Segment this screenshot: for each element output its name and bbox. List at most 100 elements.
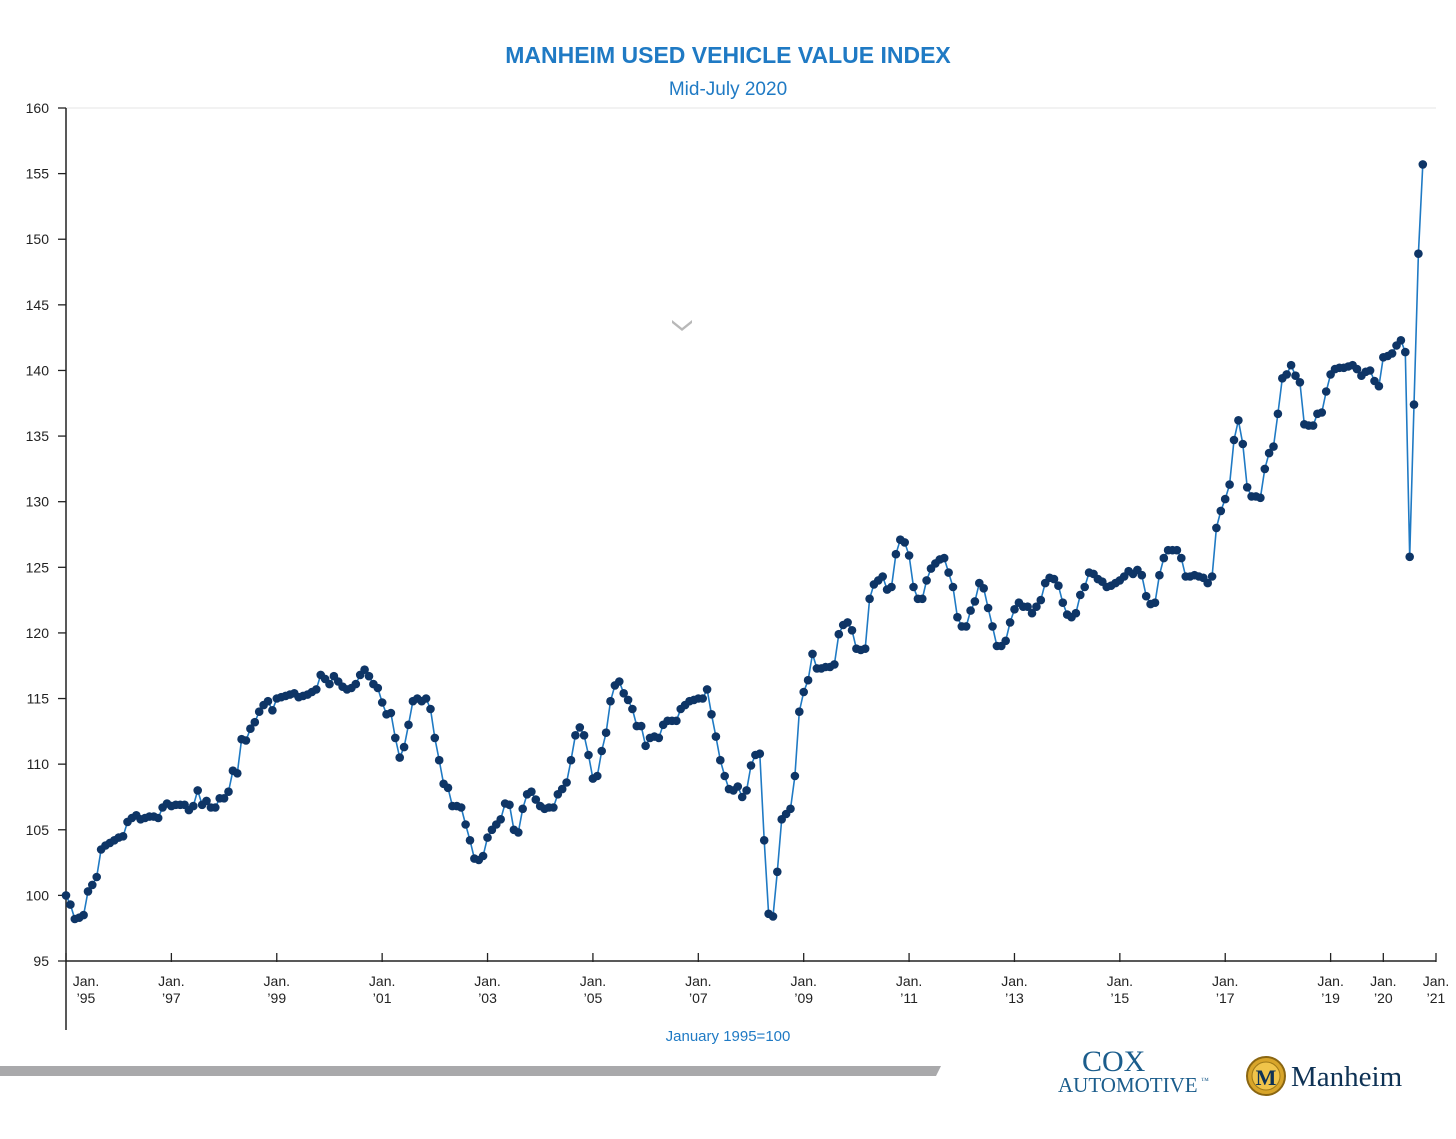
data-point (1418, 160, 1428, 169)
y-tick-label: 110 (27, 756, 50, 772)
data-point (1264, 448, 1274, 458)
cox-logo-subtext: AUTOMOTIVE (1058, 1073, 1198, 1097)
data-point (891, 549, 901, 559)
data-point (1027, 608, 1037, 618)
data-point (1352, 364, 1362, 374)
x-tick-label-year: ’17 (1216, 990, 1235, 1006)
data-point (904, 551, 914, 560)
data-point (557, 784, 567, 794)
x-tick-label-year: ’95 (77, 990, 96, 1006)
data-point (1159, 553, 1169, 563)
data-point (1242, 483, 1252, 492)
data-point (843, 618, 852, 627)
data-point (1172, 545, 1182, 555)
data-point (970, 597, 980, 606)
data-point (799, 687, 808, 697)
y-tick-label: 100 (26, 887, 50, 903)
data-point (654, 733, 664, 743)
cox-logo-tm: ™ (1201, 1076, 1209, 1085)
data-point (988, 622, 997, 631)
data-point (803, 675, 813, 685)
data-point (92, 872, 101, 882)
base-note: January 1995=100 (666, 1028, 791, 1045)
data-point (1269, 442, 1278, 451)
data-point (1256, 493, 1265, 503)
data-point (790, 771, 800, 781)
y-tick-label: 125 (26, 559, 50, 575)
x-tick-label-year: ’21 (1427, 990, 1446, 1006)
x-tick-label-year: ’11 (900, 990, 918, 1006)
data-point (847, 626, 857, 635)
data-point (1036, 595, 1046, 605)
data-point (702, 685, 712, 694)
y-tick-label: 130 (26, 494, 50, 510)
data-point (615, 677, 624, 686)
data-point (1295, 378, 1305, 387)
data-point (1155, 570, 1164, 580)
data-point (808, 649, 817, 659)
data-point (456, 803, 466, 812)
data-point (944, 568, 953, 577)
data-point (373, 683, 383, 693)
data-point (514, 828, 523, 837)
y-tick-label: 150 (26, 231, 50, 247)
x-tick-label-month: Jan. (73, 973, 99, 989)
data-point (786, 804, 795, 814)
data-point (246, 724, 255, 733)
data-point (404, 720, 413, 730)
data-point (720, 771, 729, 781)
data-point (153, 813, 163, 823)
data-point (601, 728, 611, 737)
data-point (496, 815, 506, 824)
data-point (860, 644, 870, 653)
data-point (386, 708, 396, 718)
data-point (465, 836, 475, 845)
y-axis-ticks: 95 100 105 110 115 120 125 130 135 140 145 150 155 16… (26, 100, 66, 969)
data-point (636, 721, 646, 731)
data-point (672, 716, 681, 726)
data-point (118, 832, 128, 841)
data-point (584, 750, 593, 760)
data-point (1405, 552, 1414, 562)
data-point (1023, 602, 1032, 611)
data-point (773, 867, 782, 877)
data-point (1414, 249, 1423, 258)
data-point (1229, 435, 1239, 445)
data-point (918, 594, 927, 604)
data-point (1409, 400, 1419, 409)
data-point (1317, 408, 1327, 417)
data-point (1005, 618, 1015, 627)
data-point (1220, 494, 1230, 504)
data-point (483, 833, 492, 842)
x-tick-label-year: ’09 (794, 990, 813, 1006)
data-point (1076, 590, 1085, 600)
data-point (1216, 506, 1226, 516)
y-tick-label: 135 (26, 428, 50, 444)
data-point (1308, 421, 1318, 430)
x-tick-label-month: Jan. (1212, 973, 1238, 989)
x-tick-label-month: Jan. (158, 973, 184, 989)
data-point (759, 836, 769, 845)
data-point (189, 801, 198, 811)
y-tick-label: 115 (27, 691, 50, 707)
x-tick-label-year: ’19 (1321, 990, 1340, 1006)
data-point (1401, 347, 1410, 357)
data-point (948, 582, 958, 592)
data-point (61, 891, 71, 900)
data-point (377, 698, 387, 707)
data-point (1374, 381, 1384, 391)
data-point (641, 741, 650, 751)
data-point (518, 804, 527, 814)
data-point (755, 749, 765, 758)
data-point (1177, 553, 1186, 563)
data-point (1054, 581, 1063, 590)
data-point (1203, 578, 1212, 588)
y-tick-label: 105 (26, 822, 50, 838)
data-point (983, 603, 993, 613)
data-point (66, 900, 75, 909)
data-point (628, 704, 637, 714)
manheim-logo-text: Manheim (1291, 1061, 1403, 1093)
cox-automotive-logo: COX AUTOMOTIVE ™ (1058, 1045, 1209, 1097)
x-tick-label-month: Jan. (474, 973, 500, 989)
